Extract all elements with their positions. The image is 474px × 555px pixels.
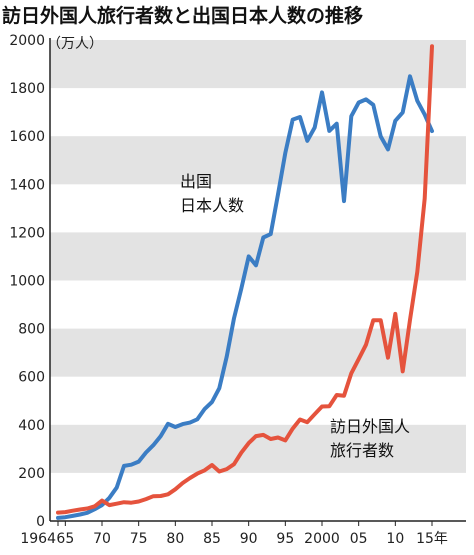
x-tick-label: 90	[240, 531, 258, 547]
series-lines	[56, 44, 434, 520]
x-tick-label: 85	[203, 531, 221, 547]
y-tick-label: 1800	[9, 81, 45, 97]
x-tick-label: 15年	[416, 531, 448, 547]
x-tick-label: 05	[350, 531, 368, 547]
x-tick-label: 70	[93, 531, 111, 547]
y-tick-label: 1400	[9, 177, 45, 193]
inbound-visitors-line	[56, 44, 434, 515]
grid-band	[50, 424, 466, 473]
grid-band	[50, 40, 466, 89]
y-tick-label: 1200	[9, 225, 45, 241]
x-tick-label: 65	[56, 531, 74, 547]
y-tick-label: 400	[18, 418, 45, 434]
grid-band	[50, 136, 466, 185]
series-label: 旅行者数	[330, 441, 394, 460]
y-tick-label: 0	[36, 514, 45, 530]
x-tick-label: 2000	[304, 531, 340, 547]
y-tick-label: 800	[18, 322, 45, 338]
y-tick-label: 2000	[9, 33, 45, 49]
x-tick-label: 1964	[20, 531, 56, 547]
axes: 0 200 400 600 800 1000 1200 1400 1600 1800 2000 196…	[9, 33, 466, 547]
series-label: 出国	[180, 172, 212, 191]
x-tick-label: 95	[276, 531, 294, 547]
unit-label: （万人）	[47, 36, 103, 52]
series-label: 訪日外国人	[330, 417, 410, 436]
x-tick-label: 10	[386, 531, 404, 547]
chart-title: 訪日外国人旅行者数と出国日本人数の推移	[2, 4, 363, 27]
y-tick-label: 1000	[9, 274, 45, 290]
y-tick-label: 200	[18, 466, 45, 482]
series-label: 日本人数	[180, 196, 244, 215]
y-tick-label: 1600	[9, 129, 45, 145]
x-tick-label: 80	[166, 531, 184, 547]
outbound-japanese-line	[56, 74, 434, 520]
x-tick-label: 75	[130, 531, 148, 547]
y-tick-label: 600	[18, 370, 45, 386]
